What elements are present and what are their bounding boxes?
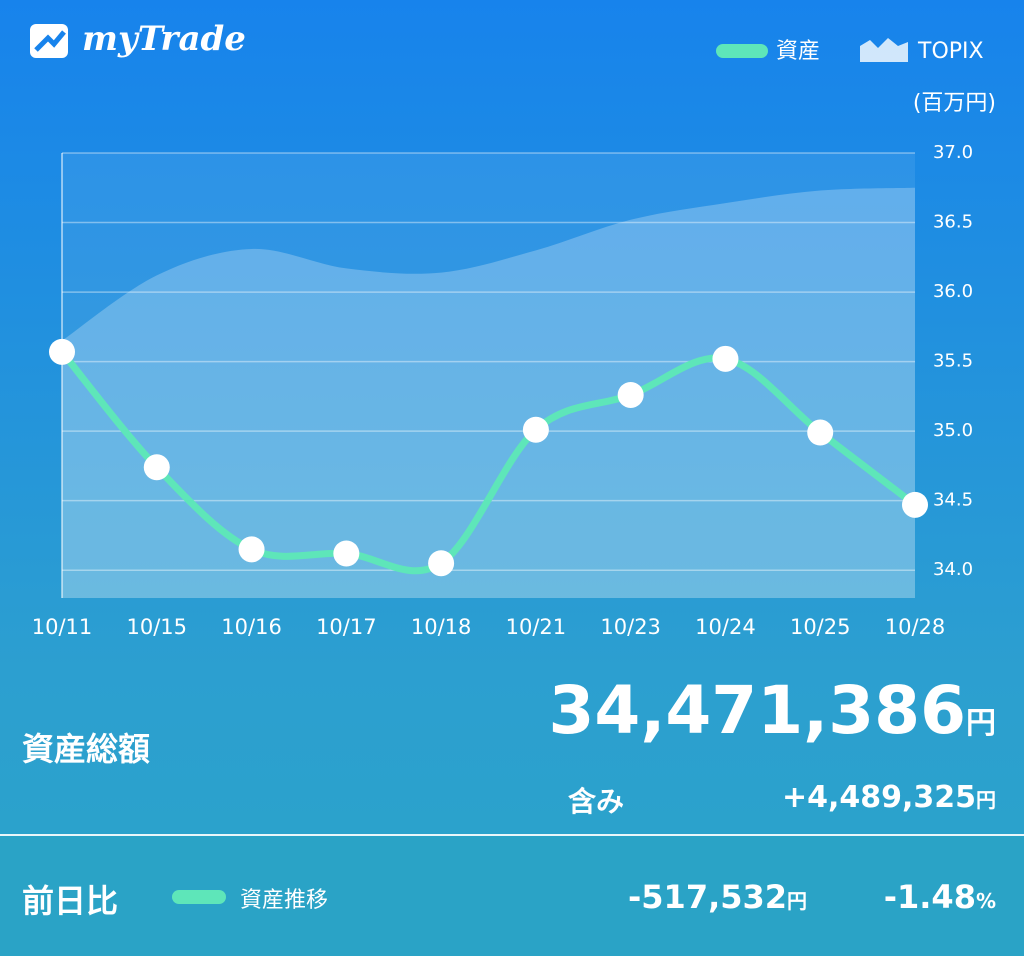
asset-point bbox=[902, 491, 928, 518]
asset-point bbox=[522, 416, 549, 443]
asset-line bbox=[59, 349, 918, 575]
x-tick-label: 10/21 bbox=[506, 615, 567, 639]
asset-point bbox=[49, 338, 75, 365]
x-tick-label: 10/16 bbox=[221, 615, 282, 639]
logo-icon bbox=[30, 24, 68, 58]
x-tick-label: 10/25 bbox=[790, 615, 851, 639]
legend-swatch-assets bbox=[716, 44, 768, 58]
asset-point bbox=[238, 536, 265, 563]
chart: myTrade 資産 TOPIX (百万円) 34.0 34.5 35.0 35.5 3… bbox=[30, 19, 996, 639]
y-tick-label: 34.0 bbox=[933, 559, 973, 580]
y-tick-label: 36.5 bbox=[933, 212, 973, 233]
plot-area bbox=[62, 153, 915, 598]
total-unit: 円 bbox=[966, 706, 996, 741]
legend-label: TOPIX bbox=[917, 39, 984, 64]
daily-change: -517,532円 bbox=[628, 878, 807, 916]
daily-pct: -1.48% bbox=[884, 878, 996, 916]
app-name: myTrade bbox=[82, 19, 246, 59]
legend-swatch-topix bbox=[860, 38, 908, 62]
x-tick-label: 10/11 bbox=[32, 615, 93, 639]
daily-label: 前日比 bbox=[22, 882, 119, 920]
pct-unit: % bbox=[975, 889, 996, 913]
asset-point bbox=[712, 345, 739, 372]
total-amount: 34,471,386円 bbox=[548, 672, 996, 749]
x-tick-label: 10/23 bbox=[600, 615, 661, 639]
unit-label: (百万円) bbox=[913, 91, 996, 116]
legend-label: 資産 bbox=[776, 39, 820, 64]
gain-unit: 円 bbox=[976, 788, 996, 812]
topix-area bbox=[62, 187, 915, 598]
daily-legend: 資産推移 bbox=[240, 888, 329, 913]
total-value: 34,471,386 bbox=[548, 672, 966, 749]
asset-point bbox=[807, 419, 834, 446]
change-unit: 円 bbox=[787, 889, 808, 913]
asset-point bbox=[143, 454, 170, 481]
change-value: -517,532 bbox=[628, 878, 788, 916]
y-tick-label: 37.0 bbox=[933, 142, 973, 163]
x-tick-label: 10/15 bbox=[127, 615, 188, 639]
y-tick-label: 35.5 bbox=[933, 351, 973, 372]
asset-point bbox=[617, 381, 644, 408]
daily-panel: 前日比 資産推移 -517,532円 -1.48% bbox=[0, 834, 1024, 956]
change-pct: -1.48 bbox=[883, 878, 976, 916]
legend-swatch bbox=[172, 890, 226, 904]
y-tick-label: 35.0 bbox=[933, 420, 973, 441]
gain-amount: +4,489,325円 bbox=[782, 780, 996, 815]
asset-point bbox=[333, 540, 360, 567]
x-tick-label: 10/17 bbox=[316, 615, 377, 639]
asset-point bbox=[428, 550, 455, 577]
y-tick-label: 36.0 bbox=[933, 281, 973, 302]
x-tick-label: 10/28 bbox=[885, 615, 946, 639]
gain-label: 含み bbox=[568, 785, 625, 818]
y-tick-label: 34.5 bbox=[933, 490, 973, 511]
x-tick-label: 10/18 bbox=[411, 615, 472, 639]
gain-value: +4,489,325 bbox=[781, 780, 976, 815]
total-label: 資産総額 bbox=[22, 730, 151, 768]
x-tick-label: 10/24 bbox=[695, 615, 756, 639]
